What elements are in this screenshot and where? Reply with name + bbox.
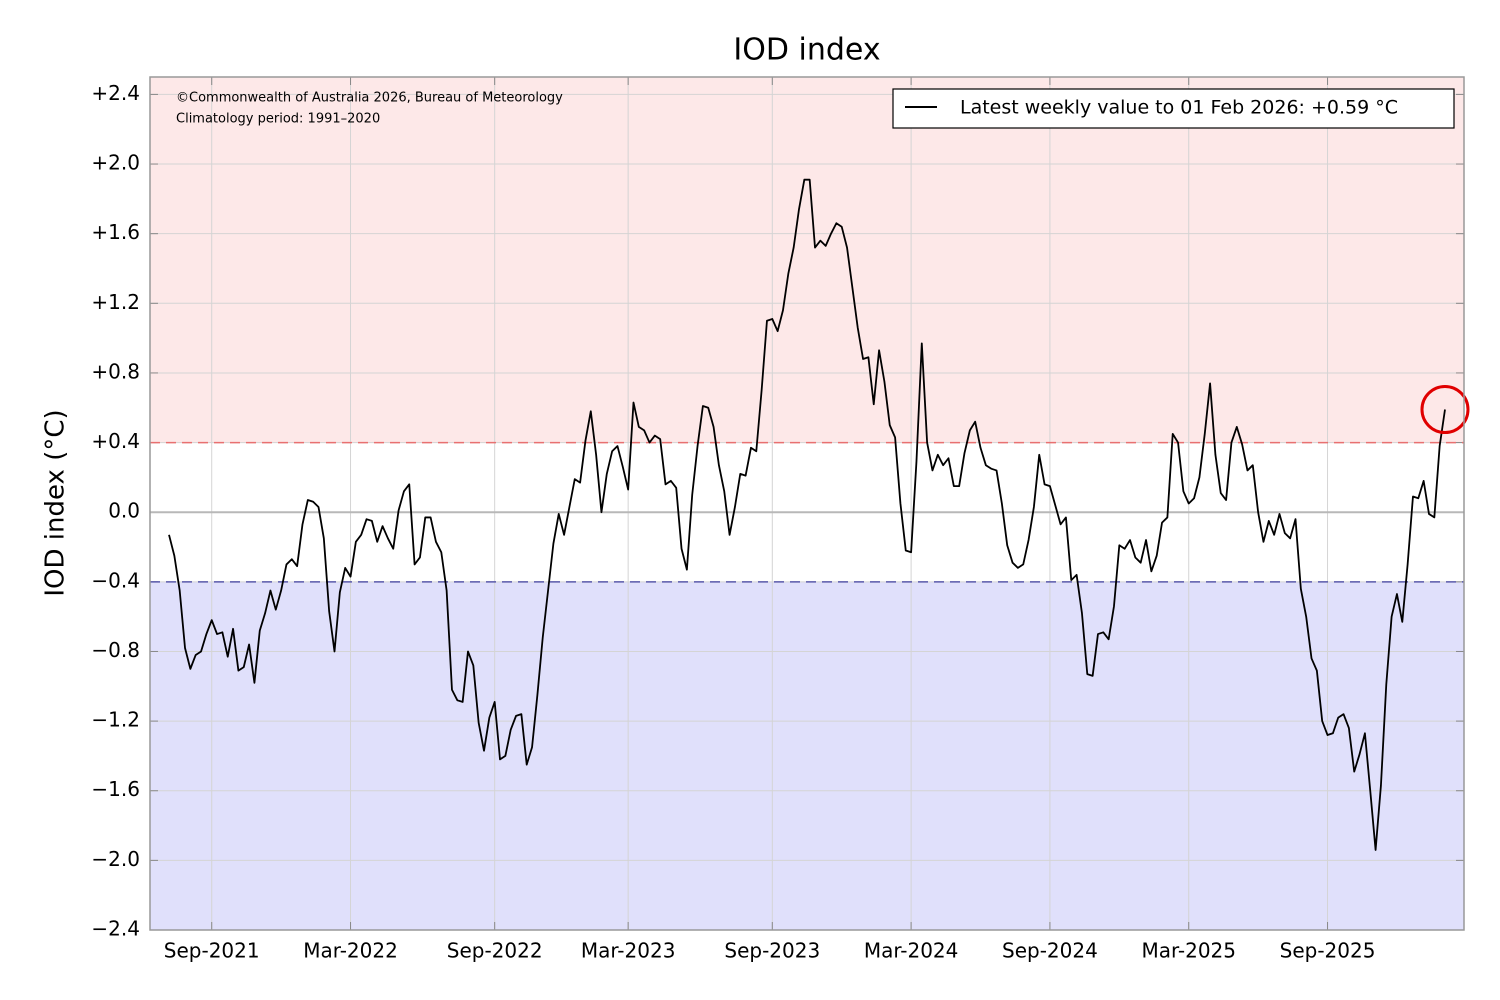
latest-highlight <box>1420 384 1470 434</box>
negative-region <box>150 581 1464 930</box>
y-tick-label: +2.4 <box>91 81 140 105</box>
y-tick-label: −0.8 <box>91 638 140 662</box>
x-tick-label: Mar-2023 <box>581 939 676 963</box>
y-tick-label: −2.0 <box>91 847 140 871</box>
y-tick-label: −1.2 <box>91 708 140 732</box>
annotation: Climatology period: 1991–2020 <box>176 112 380 127</box>
y-tick-label: +0.4 <box>91 429 140 453</box>
y-tick-label: +1.2 <box>91 290 140 314</box>
positive-region <box>150 77 1464 443</box>
y-tick-label: +2.0 <box>91 151 140 175</box>
y-tick-label: −1.6 <box>91 777 140 801</box>
x-tick-label: Mar-2024 <box>864 939 959 963</box>
y-tick-label: −2.4 <box>91 917 140 941</box>
x-tick-label: Sep-2023 <box>724 939 820 963</box>
legend-label: Latest weekly value to 01 Feb 2026: +0.5… <box>960 97 1398 119</box>
annotation: ©Commonwealth of Australia 2026, Bureau … <box>176 91 563 106</box>
legend-box <box>892 88 1455 129</box>
y-tick-label: 0.0 <box>108 499 140 523</box>
x-tick-label: Mar-2022 <box>303 939 398 963</box>
x-tick-label: Mar-2025 <box>1141 939 1236 963</box>
plot-frame <box>149 76 1465 931</box>
chart-title: IOD index <box>733 33 880 68</box>
x-tick-label: Sep-2022 <box>447 939 543 963</box>
x-tick-label: Sep-2024 <box>1002 939 1098 963</box>
x-tick-label: Sep-2025 <box>1280 939 1376 963</box>
y-tick-label: −0.4 <box>91 568 140 592</box>
y-tick-label: +1.6 <box>91 220 140 244</box>
y-tick-label: +0.8 <box>91 359 140 383</box>
x-tick-label: Sep-2021 <box>164 939 260 963</box>
iod-line <box>168 178 1446 851</box>
y-axis-label: IOD index (°C) <box>41 409 71 596</box>
